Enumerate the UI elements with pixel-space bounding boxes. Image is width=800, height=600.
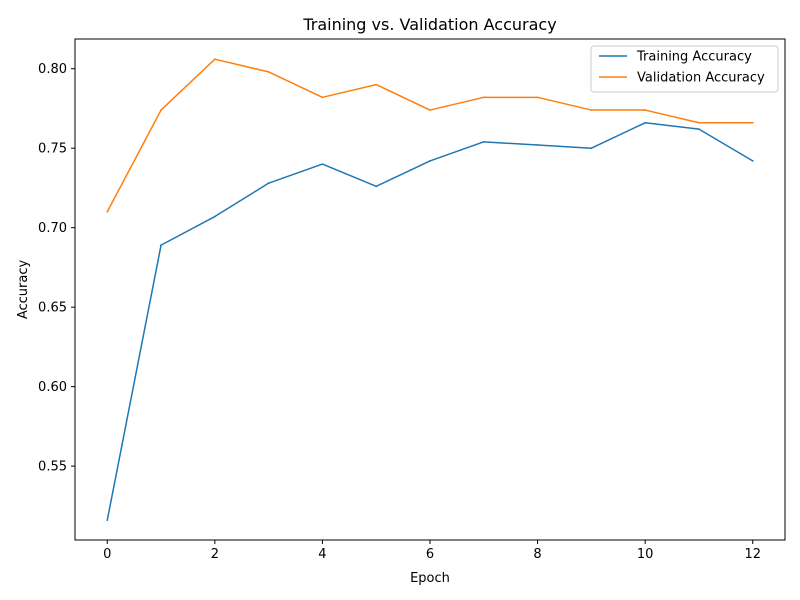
y-tick-label: 0.80 [38, 62, 67, 77]
data-point-validation [429, 109, 431, 111]
series-layer [106, 58, 754, 522]
data-point-training [213, 215, 216, 218]
data-point-validation [698, 121, 700, 124]
y-tick-label: 0.75 [38, 142, 67, 157]
legend: Training Accuracy Validation Accuracy [590, 45, 779, 93]
data-point-training [321, 163, 324, 165]
x-axis: 0 2 4 6 8 10 12 [103, 540, 761, 562]
x-tick-label: 0 [103, 547, 111, 562]
data-point-validation [267, 71, 270, 73]
y-tick-label: 0.60 [38, 380, 67, 395]
data-point-training [160, 244, 162, 247]
y-tick-label: 0.70 [38, 221, 67, 236]
data-point-training [482, 140, 485, 143]
data-point-training [429, 160, 431, 162]
data-point-validation [160, 109, 162, 111]
x-tick-label: 6 [426, 547, 434, 562]
y-tick-label: 0.65 [38, 301, 67, 316]
legend-box [590, 45, 779, 93]
data-point-training [698, 128, 700, 131]
data-point-validation [213, 58, 216, 61]
chart-title: Training vs. Validation Accuracy [302, 15, 556, 34]
x-tick-label: 2 [211, 547, 219, 562]
x-tick-label: 10 [637, 547, 654, 562]
data-point-validation [644, 109, 647, 111]
data-point-training [106, 519, 109, 522]
y-axis-title: Accuracy [16, 260, 31, 320]
data-point-validation [106, 210, 109, 213]
data-point-validation [375, 83, 378, 86]
data-point-training [267, 182, 270, 185]
data-point-validation [590, 109, 593, 111]
data-point-training [375, 185, 378, 188]
y-axis: 0.55 0.60 0.65 0.70 0.75 0.80 [38, 62, 75, 475]
y-tick-label: 0.55 [38, 460, 67, 475]
data-point-validation [321, 96, 324, 99]
x-tick-label: 12 [744, 547, 761, 562]
x-axis-title: Epoch [410, 571, 450, 586]
data-point-training [536, 144, 539, 146]
data-point-training [751, 160, 754, 162]
data-point-training [644, 121, 647, 124]
x-tick-label: 8 [533, 547, 541, 562]
legend-label-training: Training Accuracy [636, 50, 752, 65]
data-point-training [590, 147, 593, 150]
legend-label-validation: Validation Accuracy [637, 71, 765, 86]
data-point-validation [536, 96, 539, 99]
data-point-validation [751, 121, 754, 124]
x-tick-label: 4 [318, 547, 326, 562]
data-point-validation [482, 96, 485, 99]
